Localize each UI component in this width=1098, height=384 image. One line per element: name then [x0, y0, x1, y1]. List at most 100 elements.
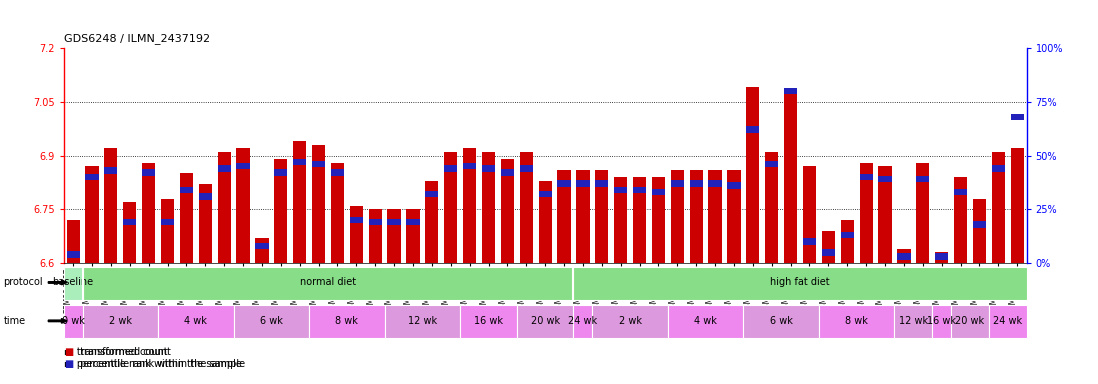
- Text: 4 wk: 4 wk: [694, 316, 717, 326]
- Text: GDS6248 / ILMN_2437192: GDS6248 / ILMN_2437192: [64, 33, 210, 44]
- Bar: [256, 243, 269, 249]
- Bar: [293, 141, 306, 263]
- Bar: [954, 177, 967, 263]
- Bar: [312, 145, 325, 263]
- Bar: [595, 170, 608, 263]
- Text: 6 wk: 6 wk: [260, 316, 283, 326]
- Bar: [217, 152, 231, 263]
- Text: 2 wk: 2 wk: [618, 316, 641, 326]
- Text: 20 wk: 20 wk: [955, 316, 985, 326]
- Bar: [158, 305, 234, 338]
- Bar: [573, 267, 1027, 300]
- Bar: [803, 166, 816, 263]
- Text: 8 wk: 8 wk: [336, 316, 358, 326]
- Bar: [860, 163, 873, 263]
- Bar: [595, 180, 608, 187]
- Text: 12 wk: 12 wk: [899, 316, 928, 326]
- Bar: [671, 180, 684, 187]
- Text: 6 wk: 6 wk: [770, 316, 793, 326]
- Text: 24 wk: 24 wk: [569, 316, 597, 326]
- Bar: [350, 206, 363, 263]
- Bar: [932, 305, 951, 338]
- Text: 8 wk: 8 wk: [845, 316, 869, 326]
- Bar: [860, 174, 873, 180]
- Bar: [973, 221, 986, 228]
- Bar: [935, 252, 949, 263]
- Bar: [821, 249, 834, 255]
- Bar: [406, 209, 419, 263]
- Bar: [463, 148, 477, 263]
- Bar: [217, 165, 231, 172]
- Bar: [236, 148, 249, 263]
- Bar: [538, 191, 552, 197]
- Bar: [765, 152, 778, 263]
- Bar: [819, 305, 895, 338]
- Bar: [897, 253, 910, 260]
- Bar: [973, 199, 986, 263]
- Bar: [86, 174, 99, 180]
- Text: 20 wk: 20 wk: [530, 316, 560, 326]
- Bar: [384, 305, 460, 338]
- Bar: [895, 305, 932, 338]
- Text: baseline: baseline: [53, 278, 93, 288]
- Bar: [64, 267, 82, 300]
- Bar: [425, 191, 438, 197]
- Bar: [878, 166, 892, 263]
- Text: normal diet: normal diet: [300, 278, 356, 288]
- Bar: [388, 209, 401, 263]
- Bar: [803, 238, 816, 245]
- Bar: [501, 169, 514, 176]
- Text: time: time: [3, 316, 25, 326]
- Bar: [482, 165, 495, 172]
- Bar: [104, 167, 117, 174]
- Bar: [310, 305, 384, 338]
- Bar: [916, 163, 929, 263]
- Bar: [935, 253, 949, 260]
- Bar: [234, 305, 310, 338]
- Bar: [916, 176, 929, 182]
- Bar: [256, 238, 269, 263]
- Bar: [161, 199, 175, 263]
- Bar: [897, 249, 910, 263]
- Bar: [330, 169, 344, 176]
- Text: protocol: protocol: [3, 278, 43, 288]
- Bar: [538, 180, 552, 263]
- Bar: [765, 161, 778, 167]
- Bar: [690, 170, 703, 263]
- Bar: [104, 148, 117, 263]
- Bar: [1010, 148, 1023, 263]
- Bar: [142, 169, 155, 176]
- Bar: [82, 267, 573, 300]
- Bar: [388, 219, 401, 225]
- Text: 12 wk: 12 wk: [407, 316, 437, 326]
- Text: ■: ■: [64, 359, 72, 369]
- Text: 16 wk: 16 wk: [474, 316, 503, 326]
- Bar: [784, 91, 797, 263]
- Bar: [743, 305, 819, 338]
- Text: percentile rank within the sample: percentile rank within the sample: [77, 359, 245, 369]
- Bar: [274, 169, 288, 176]
- Bar: [614, 177, 627, 263]
- Bar: [841, 232, 854, 238]
- Bar: [989, 305, 1027, 338]
- Bar: [519, 152, 533, 263]
- Bar: [123, 219, 136, 225]
- Text: 0 wk: 0 wk: [61, 316, 85, 326]
- Bar: [878, 176, 892, 182]
- Bar: [671, 170, 684, 263]
- Text: 16 wk: 16 wk: [927, 316, 956, 326]
- Bar: [991, 165, 1005, 172]
- Bar: [82, 305, 158, 338]
- Bar: [576, 170, 590, 263]
- Text: ■: ■: [64, 347, 72, 357]
- Text: 24 wk: 24 wk: [994, 316, 1022, 326]
- Bar: [293, 159, 306, 165]
- Bar: [67, 251, 80, 258]
- Bar: [991, 152, 1005, 263]
- Bar: [445, 165, 458, 172]
- Bar: [784, 88, 797, 94]
- Bar: [161, 219, 175, 225]
- Bar: [199, 193, 212, 200]
- Text: transformed count: transformed count: [77, 347, 170, 357]
- Bar: [821, 231, 834, 263]
